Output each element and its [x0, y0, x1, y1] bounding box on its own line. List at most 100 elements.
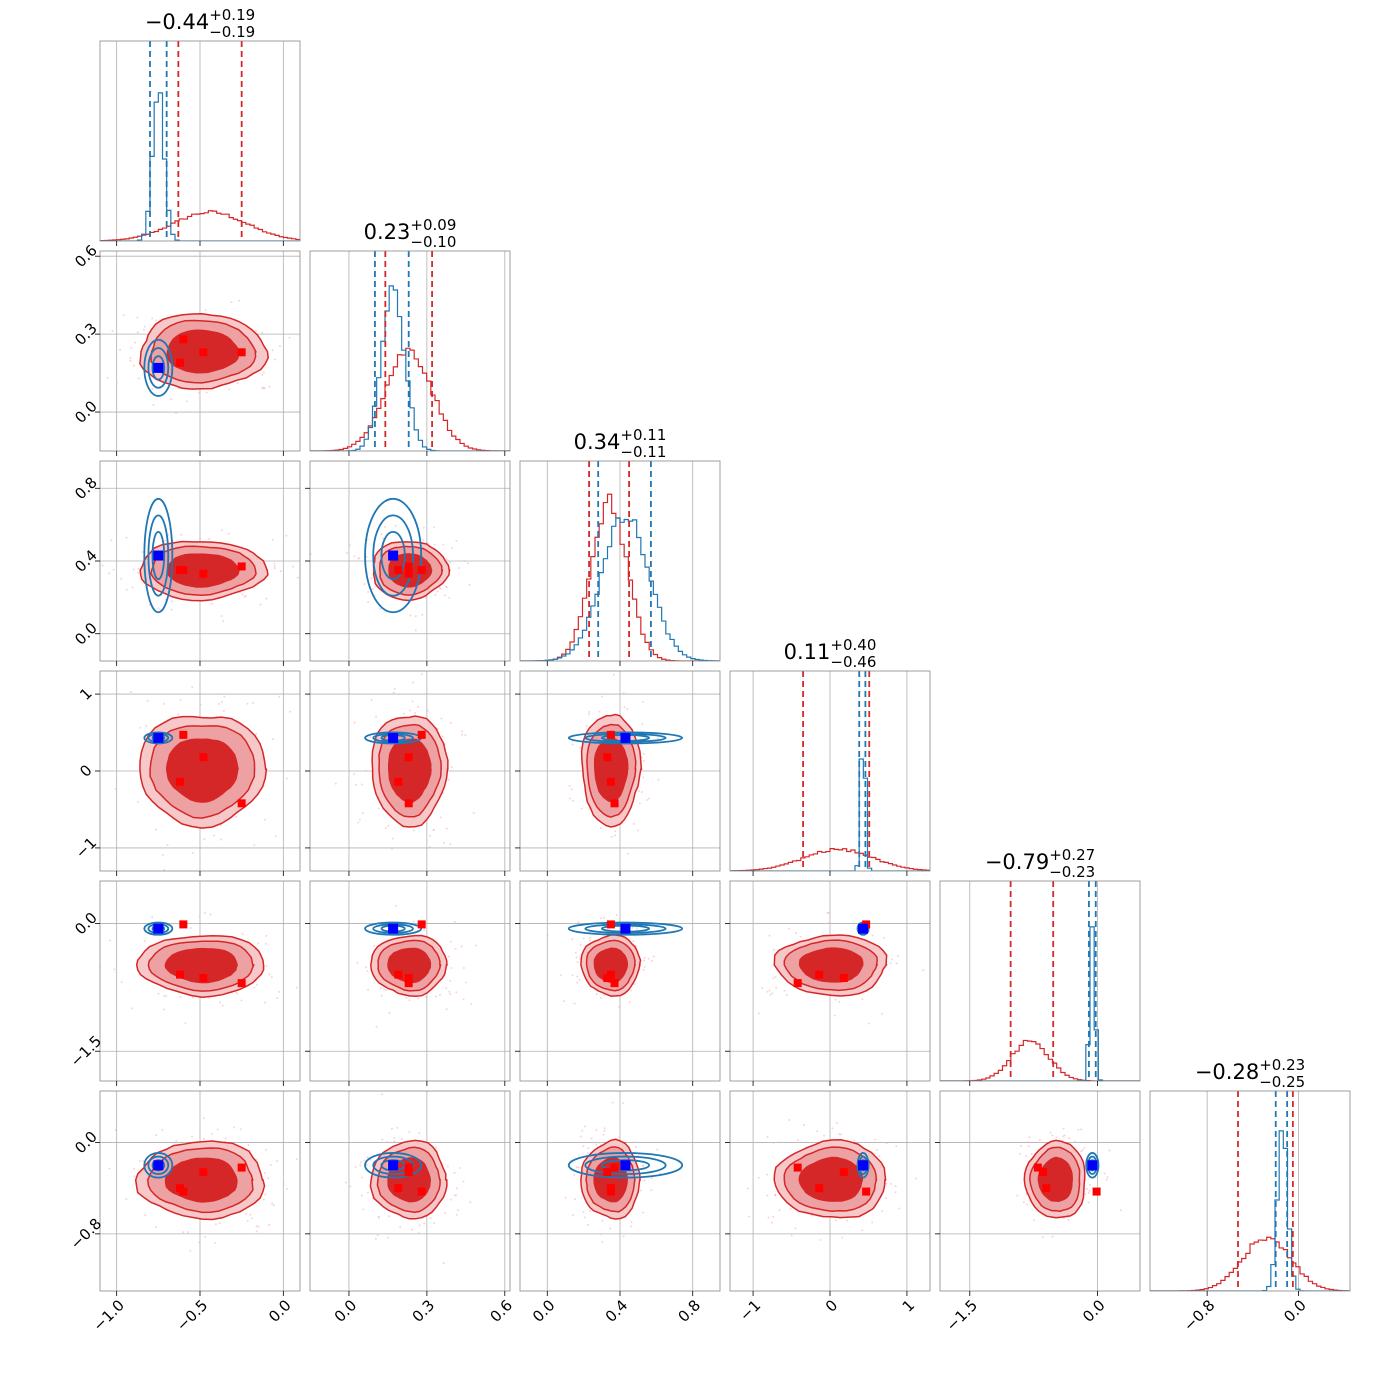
red-sample-point	[218, 1222, 221, 1225]
red-sample-point	[224, 1137, 227, 1140]
red-sample-point	[408, 1131, 411, 1134]
red-sample-point	[463, 559, 466, 562]
title-plus: +0.40	[830, 636, 876, 654]
title-value: −0.79	[985, 850, 1049, 874]
panel-frame	[309, 880, 511, 1082]
red-sample-point	[588, 713, 591, 716]
red-sample-point	[164, 539, 167, 542]
red-sample-point	[1016, 1194, 1019, 1197]
red-sample-point	[334, 597, 336, 599]
panel-3-2	[515, 647, 721, 876]
red-sample-point	[449, 940, 452, 943]
red-sample-point	[241, 593, 244, 596]
red-sample-point	[241, 933, 244, 936]
red-sample-point	[642, 968, 645, 971]
red-sample-point	[106, 376, 109, 379]
red-sample-point	[411, 700, 414, 703]
red-sample-point	[417, 997, 420, 1000]
red-sample-point	[137, 571, 140, 574]
red-sample-point	[643, 647, 645, 649]
red-sample-point	[380, 532, 383, 535]
red-sample-point	[1062, 1127, 1065, 1130]
red-sample-point	[348, 544, 351, 547]
red-sample-point	[244, 594, 247, 597]
red-sample-point	[366, 970, 369, 973]
red-sample-point	[861, 997, 864, 1000]
red-sample-point	[643, 1179, 646, 1182]
red-sample-point	[356, 961, 359, 964]
red-sample-point	[187, 1231, 190, 1234]
red-sample-point	[166, 843, 169, 846]
red-sample-point	[650, 959, 653, 962]
red-sample-point	[871, 934, 874, 937]
red-sample-point	[642, 1164, 645, 1167]
red-sample-point	[831, 1127, 834, 1130]
blue-truth-marker	[153, 362, 164, 373]
red-sample-point	[765, 1173, 768, 1176]
blue-contour	[151, 355, 166, 381]
blue-truth-marker	[620, 732, 631, 743]
y-tick-label: 0.3	[71, 319, 101, 349]
red-sample-point	[568, 797, 571, 800]
title-plus: +0.23	[1259, 1056, 1305, 1074]
red-sample-point	[785, 993, 788, 996]
red-sample-point	[420, 673, 423, 676]
red-sample-point	[602, 1133, 605, 1136]
red-point-marker	[404, 753, 413, 762]
blue-histogram	[520, 517, 720, 661]
panel-title-3: 0.11+0.40	[784, 636, 877, 664]
red-sample-point	[453, 920, 456, 923]
red-sample-point	[63, 593, 65, 595]
red-sample-point	[163, 702, 166, 705]
red-sample-point	[371, 587, 374, 590]
red-sample-point	[464, 734, 467, 737]
x-tick-label: −0.8	[1180, 1296, 1218, 1334]
red-sample-point	[599, 1233, 602, 1236]
blue-contour	[856, 1152, 870, 1179]
blue-contour	[1085, 1152, 1100, 1179]
y-tick-label: −1	[72, 834, 100, 862]
red-sample-point	[827, 921, 830, 924]
red-sample-point	[393, 687, 396, 690]
red-sample-point	[885, 1142, 888, 1145]
red-sample-point	[394, 524, 397, 527]
red-sample-point	[643, 959, 646, 962]
red-sample-point	[359, 1161, 362, 1164]
red-sample-point	[1049, 1131, 1052, 1134]
red-sample-point	[353, 773, 356, 776]
blue-truth-marker	[388, 732, 399, 743]
red-sample-point	[79, 1198, 81, 1200]
blue-truth-marker	[858, 923, 869, 934]
red-sample-point	[399, 1226, 402, 1229]
diag-panel-2: 0.34+0.11−0.11	[519, 426, 721, 666]
red-sample-point	[130, 1007, 133, 1010]
red-sample-point	[191, 686, 194, 689]
red-sample-point	[444, 1211, 447, 1214]
red-sample-point	[574, 951, 577, 954]
x-tick-label: −1	[736, 1296, 764, 1324]
panel-5-0: −1.0 −0.5 0.0−0.80.0	[67, 1090, 301, 1335]
red-sample-point	[261, 387, 264, 390]
red-sample-point	[412, 829, 415, 832]
title-minus: −0.46	[830, 653, 876, 671]
red-sample-point	[761, 986, 764, 989]
red-sample-point	[120, 577, 123, 580]
red-sample-point	[878, 1154, 881, 1157]
red-sample-point	[885, 1197, 888, 1200]
red-sample-point	[198, 1241, 201, 1244]
red-sample-point	[640, 790, 643, 793]
red-sample-point	[227, 388, 230, 391]
red-sample-point	[881, 1210, 884, 1213]
red-sample-point	[395, 904, 398, 907]
red-point-marker	[1033, 1163, 1042, 1172]
red-sample-point	[111, 329, 114, 332]
red-sample-point	[376, 1234, 379, 1237]
red-sample-point	[447, 778, 450, 781]
red-point-marker	[1092, 1187, 1101, 1196]
red-sample-point	[462, 966, 465, 969]
red-sample-point	[203, 1235, 206, 1238]
red-sample-point	[428, 846, 431, 849]
red-sample-point	[589, 1209, 592, 1212]
red-sample-point	[180, 533, 183, 536]
red-sample-point	[588, 936, 591, 939]
